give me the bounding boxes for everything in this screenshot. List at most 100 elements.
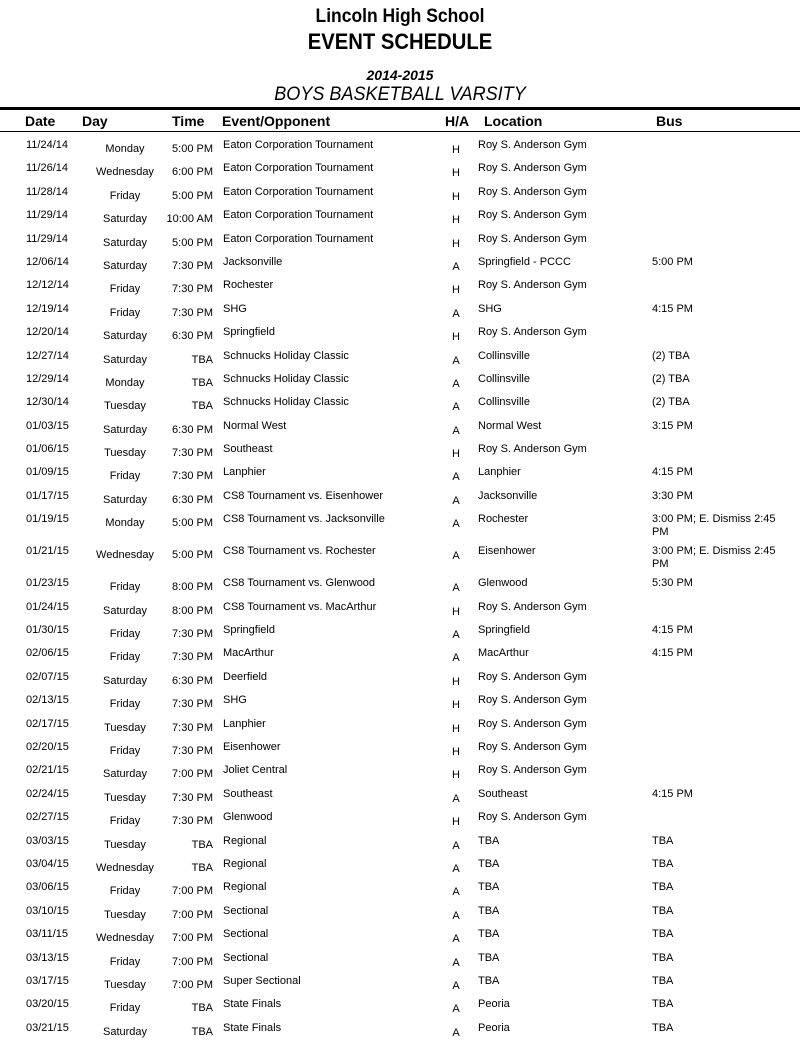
cell-time: TBA — [191, 861, 213, 874]
cell-ha: H — [452, 214, 460, 227]
cell-day: Friday — [109, 651, 141, 664]
cell-event: Schnucks Holiday Classic — [223, 372, 349, 385]
cell-location: TBA — [478, 928, 500, 941]
cell-location: Springfield — [478, 624, 530, 637]
cell-bus: (2) TBA — [652, 372, 690, 385]
table-row: 02/13/15 Friday 7:30 PM SHG H Roy S. Anderson… — [0, 692, 800, 715]
cell-day: Tuesday — [104, 908, 146, 921]
header-rule — [0, 107, 800, 110]
cell-event: Schnucks Holiday Classic — [223, 396, 349, 409]
cell-ha: A — [452, 862, 460, 875]
table-row: 03/13/15 Friday 7:00 PM Sectional A TBA TBA — [0, 950, 800, 973]
cell-event: State Finals — [223, 998, 282, 1011]
cell-time: 8:00 PM — [172, 604, 213, 617]
cell-time: TBA — [191, 353, 213, 366]
cell-day: Tuesday — [104, 400, 146, 413]
column-header-ha: H/A — [445, 113, 470, 129]
cell-day: Saturday — [102, 259, 148, 272]
cell-date: 01/06/15 — [26, 443, 69, 456]
cell-event: CS8 Tournament vs. Jacksonville — [223, 513, 385, 526]
cell-bus: TBA — [652, 881, 674, 894]
cell-location: Glenwood — [478, 577, 528, 590]
cell-date: 02/13/15 — [26, 694, 69, 707]
table-row: 01/09/15 Friday 7:30 PM Lanphier A Lanphier 4:… — [0, 464, 800, 487]
cell-time: 5:00 PM — [172, 143, 213, 155]
table-row: 01/30/15 Friday 7:30 PM Springfield A Springf… — [0, 622, 800, 645]
cell-ha: A — [452, 401, 460, 414]
cell-day: Tuesday — [104, 791, 146, 804]
cell-location: TBA — [478, 857, 500, 870]
cell-time: 7:00 PM — [172, 885, 213, 898]
table-row: 03/03/15 Tuesday TBA Regional A TBA TBA — [0, 833, 800, 856]
cell-day: Saturday — [102, 674, 148, 687]
cell-time: 5:00 PM — [172, 549, 213, 562]
season: 2014-2015 — [366, 67, 434, 83]
cell-day: Friday — [109, 815, 141, 828]
cell-day: Friday — [109, 283, 141, 296]
cell-ha: H — [452, 605, 460, 618]
cell-date: 01/24/15 — [26, 600, 69, 613]
table-row: 12/27/14 Saturday TBA Schnucks Holiday Clas… — [0, 348, 800, 371]
cell-ha: A — [452, 377, 460, 390]
cell-time: 6:00 PM — [172, 166, 213, 179]
cell-ha: A — [452, 260, 460, 273]
cell-time: 7:00 PM — [172, 955, 213, 968]
table-row: 12/19/14 Friday 7:30 PM SHG A SHG 4:15 PM — [0, 301, 800, 324]
table-row: 02/21/15 Saturday 7:00 PM Joliet Central H Ro… — [0, 762, 800, 785]
cell-day: Saturday — [102, 768, 148, 781]
cell-event: Springfield — [223, 624, 275, 637]
cell-event: Eisenhower — [223, 740, 281, 753]
cell-ha: A — [452, 956, 460, 969]
cell-ha: H — [452, 284, 460, 297]
cell-ha: H — [452, 675, 460, 688]
table-row: 03/10/15 Tuesday 7:00 PM Sectional A TBA TBA — [0, 903, 800, 926]
table-row: 11/26/14 Wednesday 6:00 PM Eaton Corporatio… — [0, 160, 800, 183]
cell-day: Wednesday — [96, 932, 154, 945]
cell-day: Wednesday — [96, 166, 154, 179]
cell-ha: H — [452, 448, 460, 461]
table-row: 01/24/15 Saturday 8:00 PM CS8 Tournament vs… — [0, 599, 800, 622]
cell-date: 11/29/14 — [26, 209, 69, 222]
cell-event: Eaton Corporation Tournament — [223, 162, 374, 175]
cell-day: Tuesday — [104, 838, 146, 851]
cell-ha: A — [452, 582, 460, 595]
table-row: 02/24/15 Tuesday 7:30 PM Southeast A Southeas… — [0, 786, 800, 809]
cell-time: 6:30 PM — [172, 330, 213, 343]
cell-time: 5:00 PM — [172, 236, 213, 249]
cell-location: Roy S. Anderson Gym — [478, 232, 587, 245]
cell-location: TBA — [478, 951, 500, 964]
cell-day: Friday — [109, 306, 141, 319]
cell-date: 01/19/15 — [26, 513, 69, 526]
cell-date: 11/29/14 — [26, 232, 69, 245]
cell-bus: (2) TBA — [652, 349, 690, 362]
cell-date: 12/20/14 — [26, 326, 69, 339]
cell-date: 12/12/14 — [26, 279, 69, 292]
cell-location: Roy S. Anderson Gym — [478, 600, 587, 613]
cell-day: Friday — [109, 698, 141, 711]
schedule-table: 11/24/14 Monday 5:00 PM Eaton Corporation T… — [0, 137, 800, 1043]
cell-event: Eaton Corporation Tournament — [223, 185, 374, 198]
cell-day: Saturday — [102, 353, 148, 366]
cell-event: Glenwood — [223, 811, 273, 824]
table-row: 11/29/14 Saturday 10:00 AM Eaton Corporatio… — [0, 207, 800, 230]
table-row: 02/20/15 Friday 7:30 PM Eisenhower H Roy S. A… — [0, 739, 800, 762]
cell-ha: H — [452, 745, 460, 758]
school-name: Lincoln High School — [315, 6, 485, 27]
cell-time: 8:00 PM — [172, 581, 213, 594]
cell-time: TBA — [191, 400, 213, 413]
cell-ha: A — [452, 979, 460, 992]
cell-location: Roy S. Anderson Gym — [478, 443, 587, 456]
cell-ha: H — [452, 699, 460, 712]
cell-time: 7:30 PM — [172, 744, 213, 757]
cell-time: 7:30 PM — [172, 470, 213, 483]
column-header-rule — [0, 131, 800, 132]
cell-time: 7:30 PM — [172, 447, 213, 460]
cell-event: SHG — [223, 302, 247, 315]
table-row: 01/21/15 Wednesday 5:00 PM CS8 Tournament v… — [0, 543, 800, 575]
cell-bus: TBA — [652, 974, 674, 987]
table-row: 01/19/15 Monday 5:00 PM CS8 Tournament vs. … — [0, 511, 800, 543]
cell-day: Saturday — [102, 493, 148, 506]
cell-ha: A — [452, 629, 460, 642]
cell-date: 11/28/14 — [26, 185, 69, 198]
cell-event: Super Sectional — [223, 974, 301, 987]
